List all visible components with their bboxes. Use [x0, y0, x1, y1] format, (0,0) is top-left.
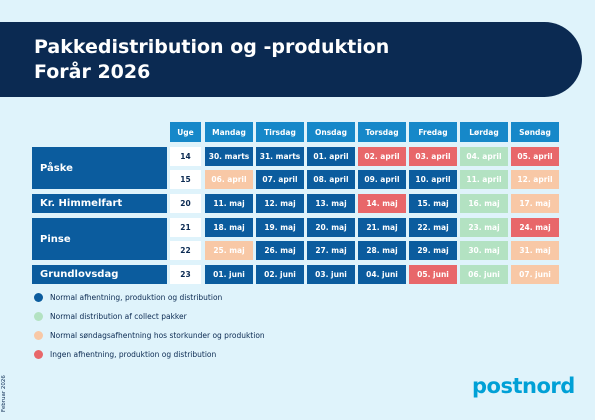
date-cell: 12. maj: [256, 194, 304, 213]
date-cell: 10. april: [409, 170, 457, 189]
date-cell: 19. maj: [256, 218, 304, 237]
date-cell: 11. april: [460, 170, 508, 189]
legend-text: Normal afhentning, produktion og distrib…: [50, 293, 223, 302]
date-cell: 28. maj: [358, 241, 406, 260]
date-cell: 08. april: [307, 170, 355, 189]
date-cell: 09. april: [358, 170, 406, 189]
logo: postnord: [472, 374, 575, 398]
group-label: Pinse: [32, 218, 167, 260]
group-label: Påske: [32, 147, 167, 189]
subtitle: Forår 2026: [34, 61, 151, 83]
legend-dot: [34, 312, 43, 321]
date-cell: 29. maj: [409, 241, 457, 260]
group-label: Kr. Himmelfart: [32, 194, 167, 213]
date-cell: 03. juni: [307, 265, 355, 284]
date-cell: 02. juni: [256, 265, 304, 284]
week-number: 23: [170, 265, 201, 284]
column-header: Tirsdag: [256, 122, 304, 142]
legend-dot: [34, 293, 43, 302]
date-cell: 25. maj: [205, 241, 253, 260]
date-cell: 13. maj: [307, 194, 355, 213]
legend-text: Ingen afhentning, produktion og distribu…: [50, 350, 217, 359]
date-cell: 17. maj: [511, 194, 559, 213]
date-cell: 23. maj: [460, 218, 508, 237]
date-cell: 22. maj: [409, 218, 457, 237]
date-cell: 07. april: [256, 170, 304, 189]
column-header: Uge: [170, 122, 201, 142]
date-cell: 01. juni: [205, 265, 253, 284]
date-cell: 20. maj: [307, 218, 355, 237]
date-cell: 05. juni: [409, 265, 457, 284]
column-header: Mandag: [205, 122, 253, 142]
date-cell: 27. maj: [307, 241, 355, 260]
date-cell: 07. juni: [511, 265, 559, 284]
legend-dot: [34, 350, 43, 359]
date-cell: 05. april: [511, 147, 559, 166]
column-header: Torsdag: [358, 122, 406, 142]
legend-text: Normal søndagsafhentning hos storkunder …: [50, 331, 265, 340]
week-number: 22: [170, 241, 201, 260]
date-cell: 31. maj: [511, 241, 559, 260]
date-cell: 06. april: [205, 170, 253, 189]
group-label: Grundlovsdag: [32, 265, 167, 284]
title: Pakkedistribution og -produktion: [34, 36, 390, 58]
date-cell: 02. april: [358, 147, 406, 166]
week-number: 15: [170, 170, 201, 189]
date-cell: 31. marts: [256, 147, 304, 166]
date-cell: 18. maj: [205, 218, 253, 237]
week-number: 20: [170, 194, 201, 213]
date-cell: 24. maj: [511, 218, 559, 237]
date-cell: 12. april: [511, 170, 559, 189]
date-cell: 04. april: [460, 147, 508, 166]
date-cell: 06. juni: [460, 265, 508, 284]
date-cell: 16. maj: [460, 194, 508, 213]
date-cell: 15. maj: [409, 194, 457, 213]
date-cell: 11. maj: [205, 194, 253, 213]
column-header: Onsdag: [307, 122, 355, 142]
date-cell: 01. april: [307, 147, 355, 166]
date-cell: 30. marts: [205, 147, 253, 166]
column-header: Søndag: [511, 122, 559, 142]
date-cell: 30. maj: [460, 241, 508, 260]
column-header: Lørdag: [460, 122, 508, 142]
column-header: Fredag: [409, 122, 457, 142]
legend-text: Normal distribution af collect pakker: [50, 312, 187, 321]
date-cell: 03. april: [409, 147, 457, 166]
header-banner: [0, 22, 582, 97]
legend-dot: [34, 331, 43, 340]
date-cell: 04. juni: [358, 265, 406, 284]
date-cell: 21. maj: [358, 218, 406, 237]
date-cell: 26. maj: [256, 241, 304, 260]
date-cell: 14. maj: [358, 194, 406, 213]
date-note: Februar 2026: [1, 375, 7, 412]
week-number: 21: [170, 218, 201, 237]
week-number: 14: [170, 147, 201, 166]
